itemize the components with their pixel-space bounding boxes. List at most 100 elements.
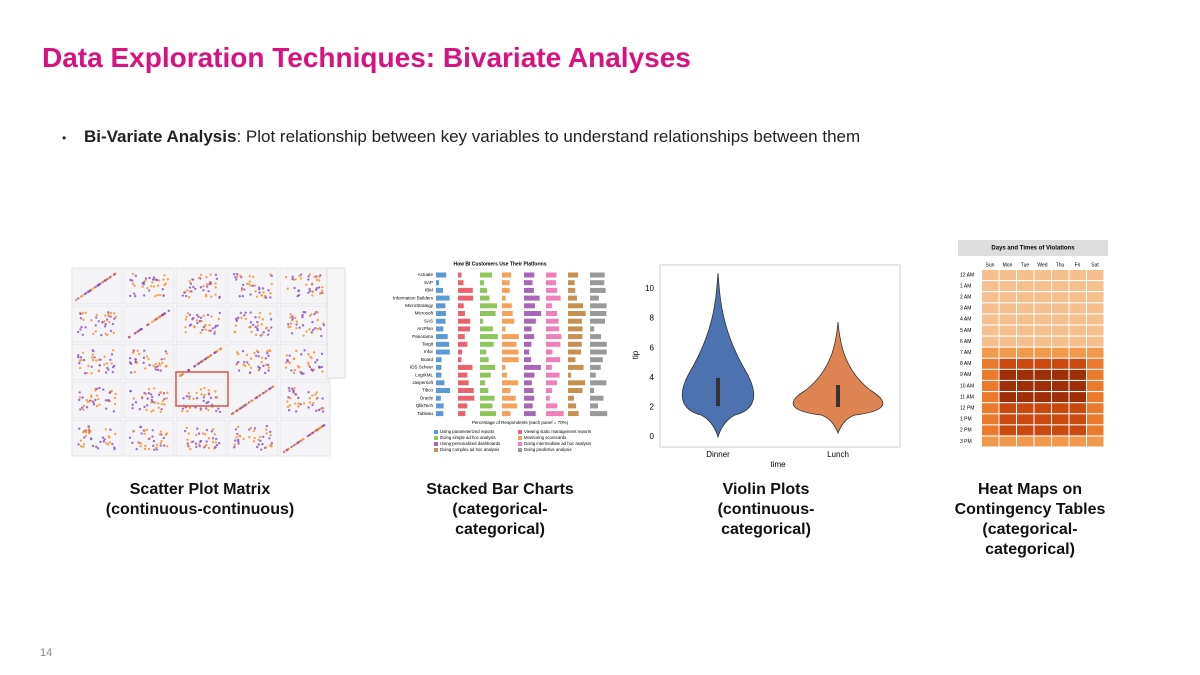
- heat-cell: [1017, 314, 1034, 325]
- bar-segment: [436, 372, 442, 378]
- category-label: Panorama: [412, 334, 433, 339]
- matrix-cell: [175, 419, 227, 457]
- bar-segment: [436, 357, 442, 363]
- matrix-dot: [297, 365, 300, 368]
- matrix-dot: [215, 277, 219, 280]
- bar-segment: [568, 411, 579, 417]
- matrix-dot: [261, 318, 265, 321]
- matrix-dot: [258, 311, 262, 315]
- matrix-dot: [153, 319, 156, 322]
- matrix-dot: [99, 440, 102, 444]
- bar-segment: [502, 388, 511, 393]
- matrix-dot: [266, 333, 270, 336]
- matrix-dot: [242, 405, 245, 408]
- matrix-dot: [82, 443, 86, 446]
- heat-cell: [1087, 303, 1104, 314]
- matrix-dot: [289, 325, 292, 329]
- matrix-dot: [144, 277, 148, 280]
- matrix-dot: [85, 431, 88, 434]
- matrix-dot: [135, 361, 139, 364]
- category-label: SAS: [424, 318, 433, 323]
- column-label: Sat: [1091, 262, 1099, 268]
- matrix-dot: [162, 436, 165, 440]
- matrix-dot: [265, 326, 268, 329]
- matrix-dot: [260, 323, 264, 326]
- matrix-dot: [294, 393, 298, 396]
- matrix-dot: [202, 289, 205, 292]
- matrix-dot: [244, 317, 248, 321]
- legend-swatch: [518, 448, 522, 452]
- matrix-dot: [134, 401, 138, 404]
- matrix-dot: [152, 276, 156, 279]
- category-label: Microsoft: [415, 311, 434, 316]
- matrix-dot: [181, 409, 184, 413]
- y-tick-label: 6: [650, 343, 655, 352]
- matrix-dot: [240, 287, 244, 290]
- matrix-dot: [154, 362, 158, 366]
- matrix-dot: [78, 427, 81, 430]
- caption-line: Stacked Bar Charts: [426, 481, 574, 498]
- matrix-dot: [92, 286, 96, 290]
- bar-segment: [480, 272, 493, 278]
- heat-cell: [1034, 392, 1051, 403]
- heat-cell: [1052, 403, 1069, 414]
- matrix-dot: [264, 357, 268, 360]
- bar-segment: [590, 318, 606, 324]
- matrix-dot: [199, 388, 203, 391]
- matrix-dot: [214, 441, 218, 444]
- matrix-dot: [163, 357, 166, 361]
- matrix-dot: [146, 287, 149, 290]
- legend-swatch: [434, 448, 438, 452]
- bar-segment: [458, 303, 464, 309]
- matrix-dot: [305, 330, 308, 333]
- matrix-dot: [128, 357, 132, 360]
- matrix-cell: [71, 305, 123, 343]
- matrix-dot: [157, 406, 160, 409]
- y-tick-label: 8: [650, 314, 655, 323]
- matrix-dot: [77, 355, 80, 359]
- matrix-dot: [183, 429, 187, 433]
- bar-segment: [436, 311, 446, 316]
- matrix-dot: [78, 359, 82, 362]
- bar-segment: [590, 403, 599, 409]
- matrix-dot: [211, 327, 215, 330]
- bar-segment: [480, 357, 489, 363]
- matrix-dot: [152, 387, 156, 390]
- heat-cell: [1052, 358, 1069, 369]
- matrix-dot: [249, 366, 253, 370]
- bar-segment: [502, 272, 512, 278]
- matrix-dot: [210, 295, 213, 298]
- legend-label: Doing complex ad hoc analysis: [440, 447, 499, 452]
- heat-cell: [982, 392, 999, 403]
- heat-cell: [1052, 414, 1069, 425]
- matrix-dot: [165, 397, 169, 400]
- matrix-dot: [202, 314, 205, 318]
- matrix-dot: [188, 280, 191, 283]
- matrix-dot: [103, 363, 106, 366]
- matrix-dot: [254, 325, 257, 329]
- matrix-dot: [311, 290, 314, 293]
- matrix-dot: [260, 448, 263, 451]
- matrix-dot: [128, 294, 132, 298]
- bar-segment: [458, 295, 474, 301]
- bar-segment: [502, 311, 513, 316]
- bar-segment: [568, 287, 576, 293]
- bar-segment: [524, 318, 536, 324]
- matrix-dot: [134, 274, 138, 278]
- heat-cell: [1052, 381, 1069, 391]
- bar-segment: [458, 334, 465, 340]
- bar-segment: [436, 364, 442, 370]
- matrix-dot: [97, 358, 100, 361]
- heat-cell: [982, 403, 999, 414]
- heat-cell: [999, 358, 1016, 369]
- matrix-dot: [205, 407, 208, 410]
- matrix-dot: [219, 347, 223, 350]
- matrix-dot: [87, 364, 90, 368]
- caption-line: Contingency Tables: [954, 501, 1106, 518]
- matrix-dot: [197, 432, 201, 435]
- matrix-dot: [302, 334, 305, 337]
- matrix-dot: [196, 427, 199, 430]
- matrix-dot: [101, 321, 104, 324]
- heat-cell: [1034, 303, 1051, 314]
- heat-cell: [999, 347, 1016, 358]
